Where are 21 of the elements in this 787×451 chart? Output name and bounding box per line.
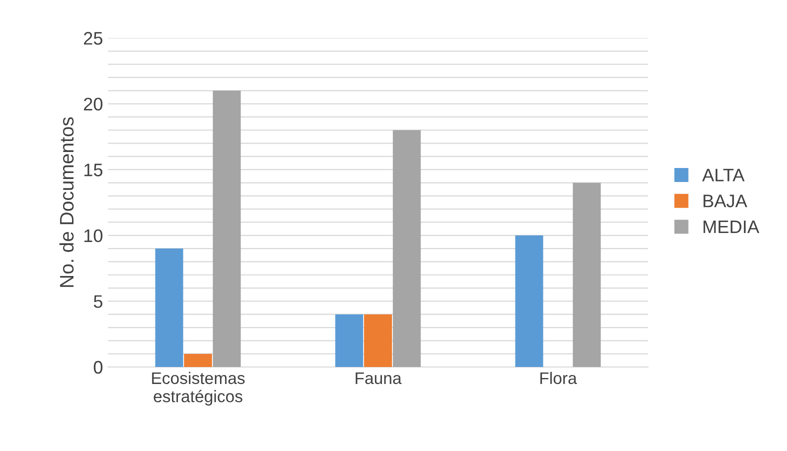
y-axis-title: No. de Documentos — [59, 117, 74, 287]
y-tick-label: 10 — [84, 229, 102, 242]
bar — [155, 248, 184, 367]
bar — [335, 314, 364, 367]
bar — [392, 130, 421, 367]
bar — [515, 235, 544, 367]
y-tick-label: 0 — [94, 360, 102, 374]
legend-label: MEDIA — [704, 220, 760, 234]
legend-label: BAJA — [704, 194, 748, 208]
y-tick-label: 5 — [94, 295, 102, 308]
y-tick-label: 15 — [84, 164, 102, 176]
y-tick-label: 25 — [84, 32, 102, 45]
y-tick-label: 20 — [84, 98, 102, 111]
bar — [184, 354, 212, 367]
bar — [364, 314, 392, 367]
x-tick-label: Flora — [540, 372, 577, 384]
x-tick-label: Fauna — [356, 372, 402, 384]
bar — [212, 90, 241, 367]
bar — [572, 182, 601, 367]
x-tick-label: Ecosistemas estratégicos — [152, 372, 245, 406]
legend-label: ALTA — [702, 168, 745, 182]
